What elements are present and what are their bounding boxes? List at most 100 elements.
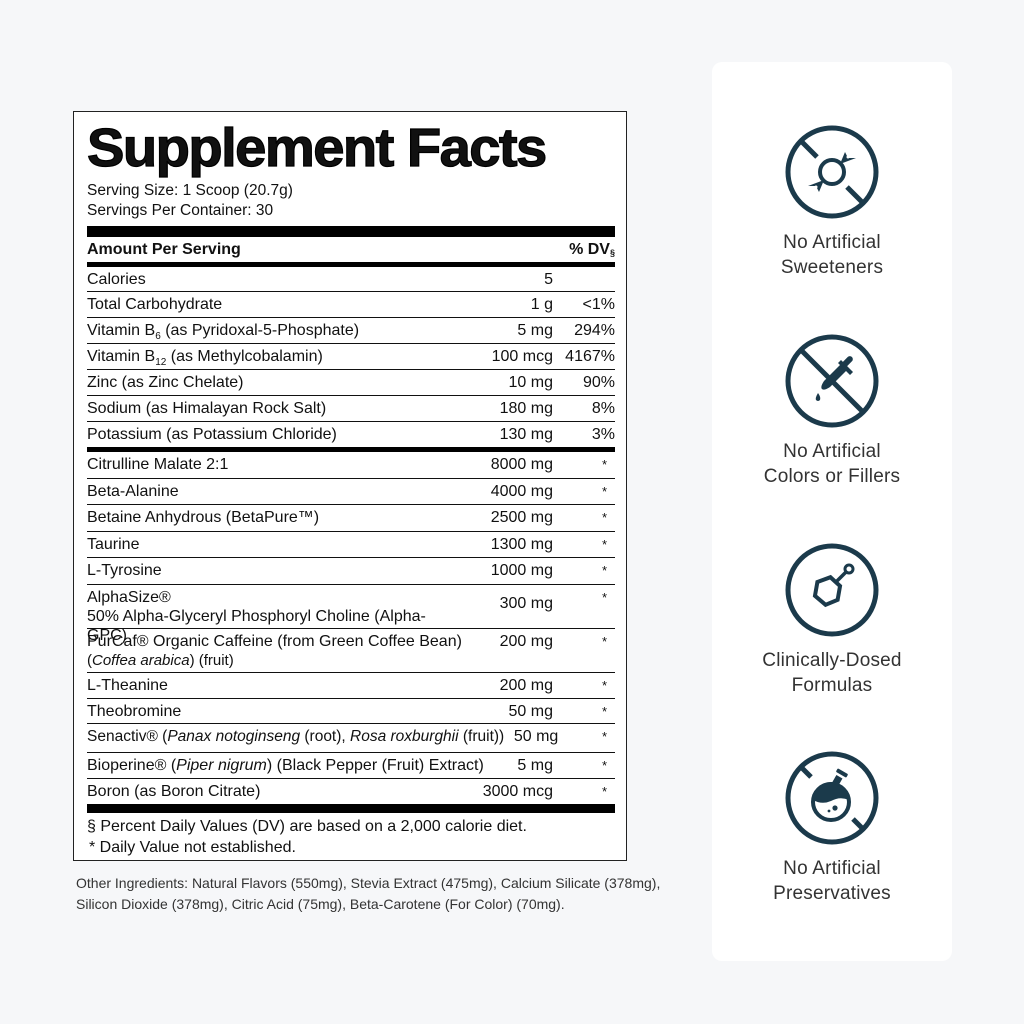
ingredient-amount: 4000 mg [490, 483, 553, 500]
ingredient-dv: * [601, 704, 607, 719]
table-row: PurCaf® Organic Caffeine (from Green Cof… [87, 629, 615, 673]
table-row: Potassium (as Potassium Chloride) 130 mg… [87, 422, 615, 447]
footnotes: § Percent Daily Values (DV) are based on… [87, 813, 615, 858]
divider-thick [87, 226, 615, 237]
table-row: Vitamin B12 (as Methylcobalamin) 100 mcg… [87, 344, 615, 370]
ingredient-name: Senactiv® (Panax notoginseng (root), Ros… [87, 727, 504, 746]
table-row: Zinc (as Zinc Chelate) 10 mg 90% [87, 370, 615, 396]
nutrient-dv: 8% [591, 400, 615, 417]
no-candy-icon [785, 125, 879, 219]
ingredient-amount: 2500 mg [490, 509, 553, 526]
amount-header: Amount Per Serving % DV§ [87, 237, 615, 262]
molecule-icon [785, 543, 879, 637]
latin-name: Coffea arabica [92, 652, 190, 669]
ingredient-name: Citrulline Malate 2:1 [87, 456, 229, 473]
ingredient-amount: 200 mg [499, 677, 553, 694]
serving-size: Serving Size: 1 Scoop (20.7g) [87, 182, 293, 199]
feature-label: Clinically-Dosed Formulas [712, 648, 952, 698]
latin-name: Panax notoginseng [167, 728, 301, 745]
nutrient-name: Zinc (as Zinc Chelate) [87, 374, 244, 391]
ingredient-amount: 8000 mg [490, 456, 553, 473]
nutrient-amount: 180 mg [499, 400, 553, 417]
divider-bottom [87, 804, 615, 813]
ingredient-name-line2: ) (fruit) [189, 652, 234, 669]
no-flask-icon [785, 751, 879, 845]
ingredient-dv: * [601, 634, 607, 649]
ingredient-dv: * [601, 457, 607, 472]
name-part: (root), [300, 728, 351, 745]
nutrient-name: Total Carbohydrate [87, 296, 223, 313]
features-panel: No Artificial Sweeteners No Artificial C… [712, 62, 952, 961]
name-part: ) (Black Pepper (Fruit) Extract) [266, 757, 484, 774]
ingredient-name: Theobromine [87, 703, 182, 720]
no-dropper-icon [785, 334, 879, 428]
table-row: Total Carbohydrate 1 g <1% [87, 292, 615, 318]
ingredient-dv: * [601, 563, 607, 578]
ingredient-name: Beta-Alanine [87, 483, 179, 500]
nutrient-amount: 100 mcg [491, 348, 553, 365]
ingredient-name: PurCaf® Organic Caffeine (from Green Cof… [87, 633, 462, 669]
table-row: Sodium (as Himalayan Rock Salt) 180 mg 8… [87, 396, 615, 422]
feature-clinically-dosed: Clinically-Dosed Formulas [712, 542, 952, 698]
ingredient-amount: 1000 mg [490, 562, 553, 579]
nutrient-table: Calories 5 Total Carbohydrate 1 g <1% Vi… [87, 267, 615, 447]
ingredient-dv: * [601, 537, 607, 552]
ingredient-name-line2: 50% Alpha-Glyceryl Phosphoryl Choline (A… [87, 608, 426, 644]
amount-per-serving-label: Amount Per Serving [87, 240, 241, 258]
table-row: Bioperine® (Piper nigrum) (Black Pepper … [87, 753, 615, 779]
ingredient-dv: * [601, 590, 607, 605]
divider-medium [87, 447, 615, 452]
ingredient-amount: 50 mg [508, 703, 553, 720]
nutrient-dv: 294% [574, 322, 615, 339]
feature-no-artificial-sweeteners: No Artificial Sweeteners [712, 124, 952, 280]
name-part: (fruit)) [458, 728, 505, 745]
table-row: Boron (as Boron Citrate) 3000 mcg * [87, 779, 615, 804]
footnote-star: * Daily Value not established. [89, 839, 296, 856]
feature-no-artificial-preservatives: No Artificial Preservatives [712, 750, 952, 906]
feature-label: No Artificial Sweeteners [712, 230, 952, 280]
nutrient-dv: 4167% [565, 348, 615, 365]
ingredient-name: L-Tyrosine [87, 562, 162, 579]
nutrient-amount: 5 mg [517, 322, 553, 339]
other-ingredients: Other Ingredients: Natural Flavors (550m… [76, 875, 661, 912]
feature-label: No Artificial Colors or Fillers [712, 439, 952, 489]
feature-label: No Artificial Preservatives [712, 856, 952, 906]
ingredient-dv: * [601, 729, 607, 744]
ingredient-amount: 1300 mg [490, 536, 553, 553]
dv-section-mark: § [609, 247, 615, 258]
nutrient-name: Vitamin B12 (as Methylcobalamin) [87, 347, 463, 369]
ingredient-dv: * [601, 784, 607, 799]
nutrient-amount: 1 g [530, 296, 553, 313]
ingredient-dv: * [601, 510, 607, 525]
name-prefix: Vitamin B [87, 348, 156, 365]
latin-name: Piper nigrum [176, 757, 267, 774]
ingredient-amount: 50 mg [513, 728, 559, 745]
ingredient-amount: 300 mg [499, 595, 553, 612]
table-row: Theobromine 50 mg * [87, 699, 615, 724]
footnote-dv: § Percent Daily Values (DV) are based on… [87, 818, 527, 835]
feature-no-artificial-colors: No Artificial Colors or Fillers [712, 333, 952, 489]
ingredient-dv: * [601, 678, 607, 693]
table-row: Vitamin B6 (as Pyridoxal-5-Phosphate) 5 … [87, 318, 615, 344]
name-suffix: (as Pyridoxal-5-Phosphate) [160, 322, 360, 339]
name-prefix: Vitamin B [87, 322, 156, 339]
ingredient-amount: 200 mg [499, 633, 553, 650]
brand-name: Senactiv® ( [87, 728, 168, 745]
ingredient-name-line1: PurCaf® Organic Caffeine (from Green Cof… [87, 633, 462, 650]
divider-medium [87, 262, 615, 267]
ingredient-name: Bioperine® (Piper nigrum) (Black Pepper … [87, 756, 493, 775]
name-subscript: 6 [155, 331, 161, 343]
nutrient-name: Calories [87, 271, 146, 288]
table-row: L-Tyrosine 1000 mg * [87, 558, 615, 585]
feature-label-line2: Sweeteners [780, 257, 884, 278]
name-subscript: 12 [155, 357, 167, 369]
nutrient-amount: 130 mg [499, 426, 553, 443]
label-title: Supplement Facts [86, 118, 548, 178]
nutrient-name: Potassium (as Potassium Chloride) [87, 426, 337, 443]
brand-name: Bioperine® ( [87, 757, 177, 774]
ingredient-name-line1: AlphaSize® [87, 589, 171, 606]
feature-label-line1: Clinically-Dosed [762, 650, 902, 671]
feature-label-line1: No Artificial [783, 858, 881, 879]
ingredient-dv: * [601, 484, 607, 499]
feature-label-line2: Formulas [791, 675, 873, 696]
